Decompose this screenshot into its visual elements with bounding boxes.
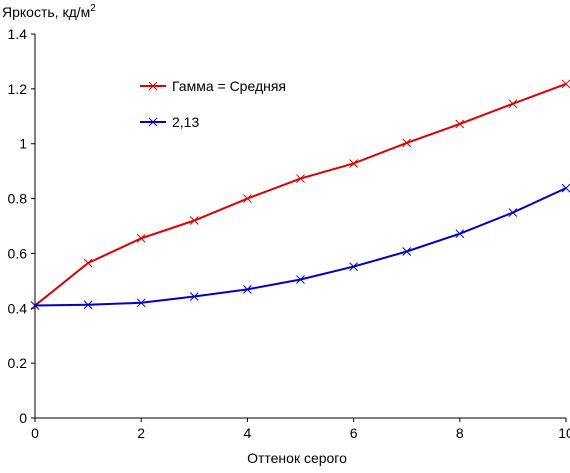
y-tick-label: 1.4 (8, 26, 28, 42)
series-1-point (296, 275, 305, 284)
y-axis-title: Яркость, кд/м2 (2, 3, 96, 20)
series-0-point (243, 194, 252, 203)
legend-swatch-marker (148, 81, 158, 91)
legend: Гамма = Средняя 2,13 (140, 78, 286, 130)
y-tick-label: 0.4 (8, 300, 28, 316)
x-tick-label: 4 (244, 425, 252, 441)
series-1-point (83, 300, 93, 310)
series-0-point (561, 79, 570, 89)
y-axis-title-superscript: 2 (90, 3, 96, 14)
legend-entry-0: Гамма = Средняя (140, 78, 286, 94)
y-tick-label: 1.2 (8, 81, 28, 97)
series-0-point (402, 138, 412, 148)
y-axis-title-text: Яркость, кд/м (2, 4, 90, 20)
series-0-point (508, 99, 518, 109)
legend-label: Гамма = Средняя (172, 78, 286, 94)
series-1-point (243, 285, 252, 294)
series-1-point (455, 229, 465, 239)
series-0-point (349, 159, 358, 168)
series-1-point (508, 208, 518, 217)
series-0-point (455, 119, 465, 129)
series-1-point (561, 183, 570, 193)
legend-entry-1: 2,13 (140, 114, 199, 130)
tick-labels: 0 0.2 0.4 0.6 0.8 1 1.2 1.4 0 2 4 6 8 10 (8, 26, 570, 441)
x-axis-title: Оттенок серого (247, 450, 347, 466)
series-0-point (189, 216, 199, 225)
legend-label: 2,13 (172, 114, 199, 130)
x-tick-label: 2 (137, 425, 145, 441)
series-1-point (189, 292, 199, 301)
series-0-line (34, 82, 567, 307)
y-tick-label: 0.8 (8, 191, 28, 207)
series-0-point (83, 258, 93, 268)
series-0-point (136, 233, 146, 243)
x-tick-label: 10 (558, 425, 570, 441)
legend-swatch-marker (148, 117, 158, 127)
series-markers (30, 79, 570, 310)
series-lines (34, 82, 567, 307)
series-1-point (136, 298, 146, 308)
x-tick-label: 6 (350, 425, 358, 441)
axes (31, 33, 567, 422)
x-tick-label: 0 (31, 425, 39, 441)
series-1-point (349, 262, 358, 271)
series-1-line (34, 187, 567, 307)
y-tick-label: 0.2 (8, 355, 28, 371)
y-tick-label: 1 (19, 136, 27, 152)
series-1-point (30, 301, 40, 310)
series-0-point (296, 174, 305, 183)
series-1-point (402, 247, 412, 256)
y-tick-label: 0 (19, 410, 27, 426)
x-tick-label: 8 (456, 425, 464, 441)
y-tick-label: 0.6 (8, 245, 28, 261)
